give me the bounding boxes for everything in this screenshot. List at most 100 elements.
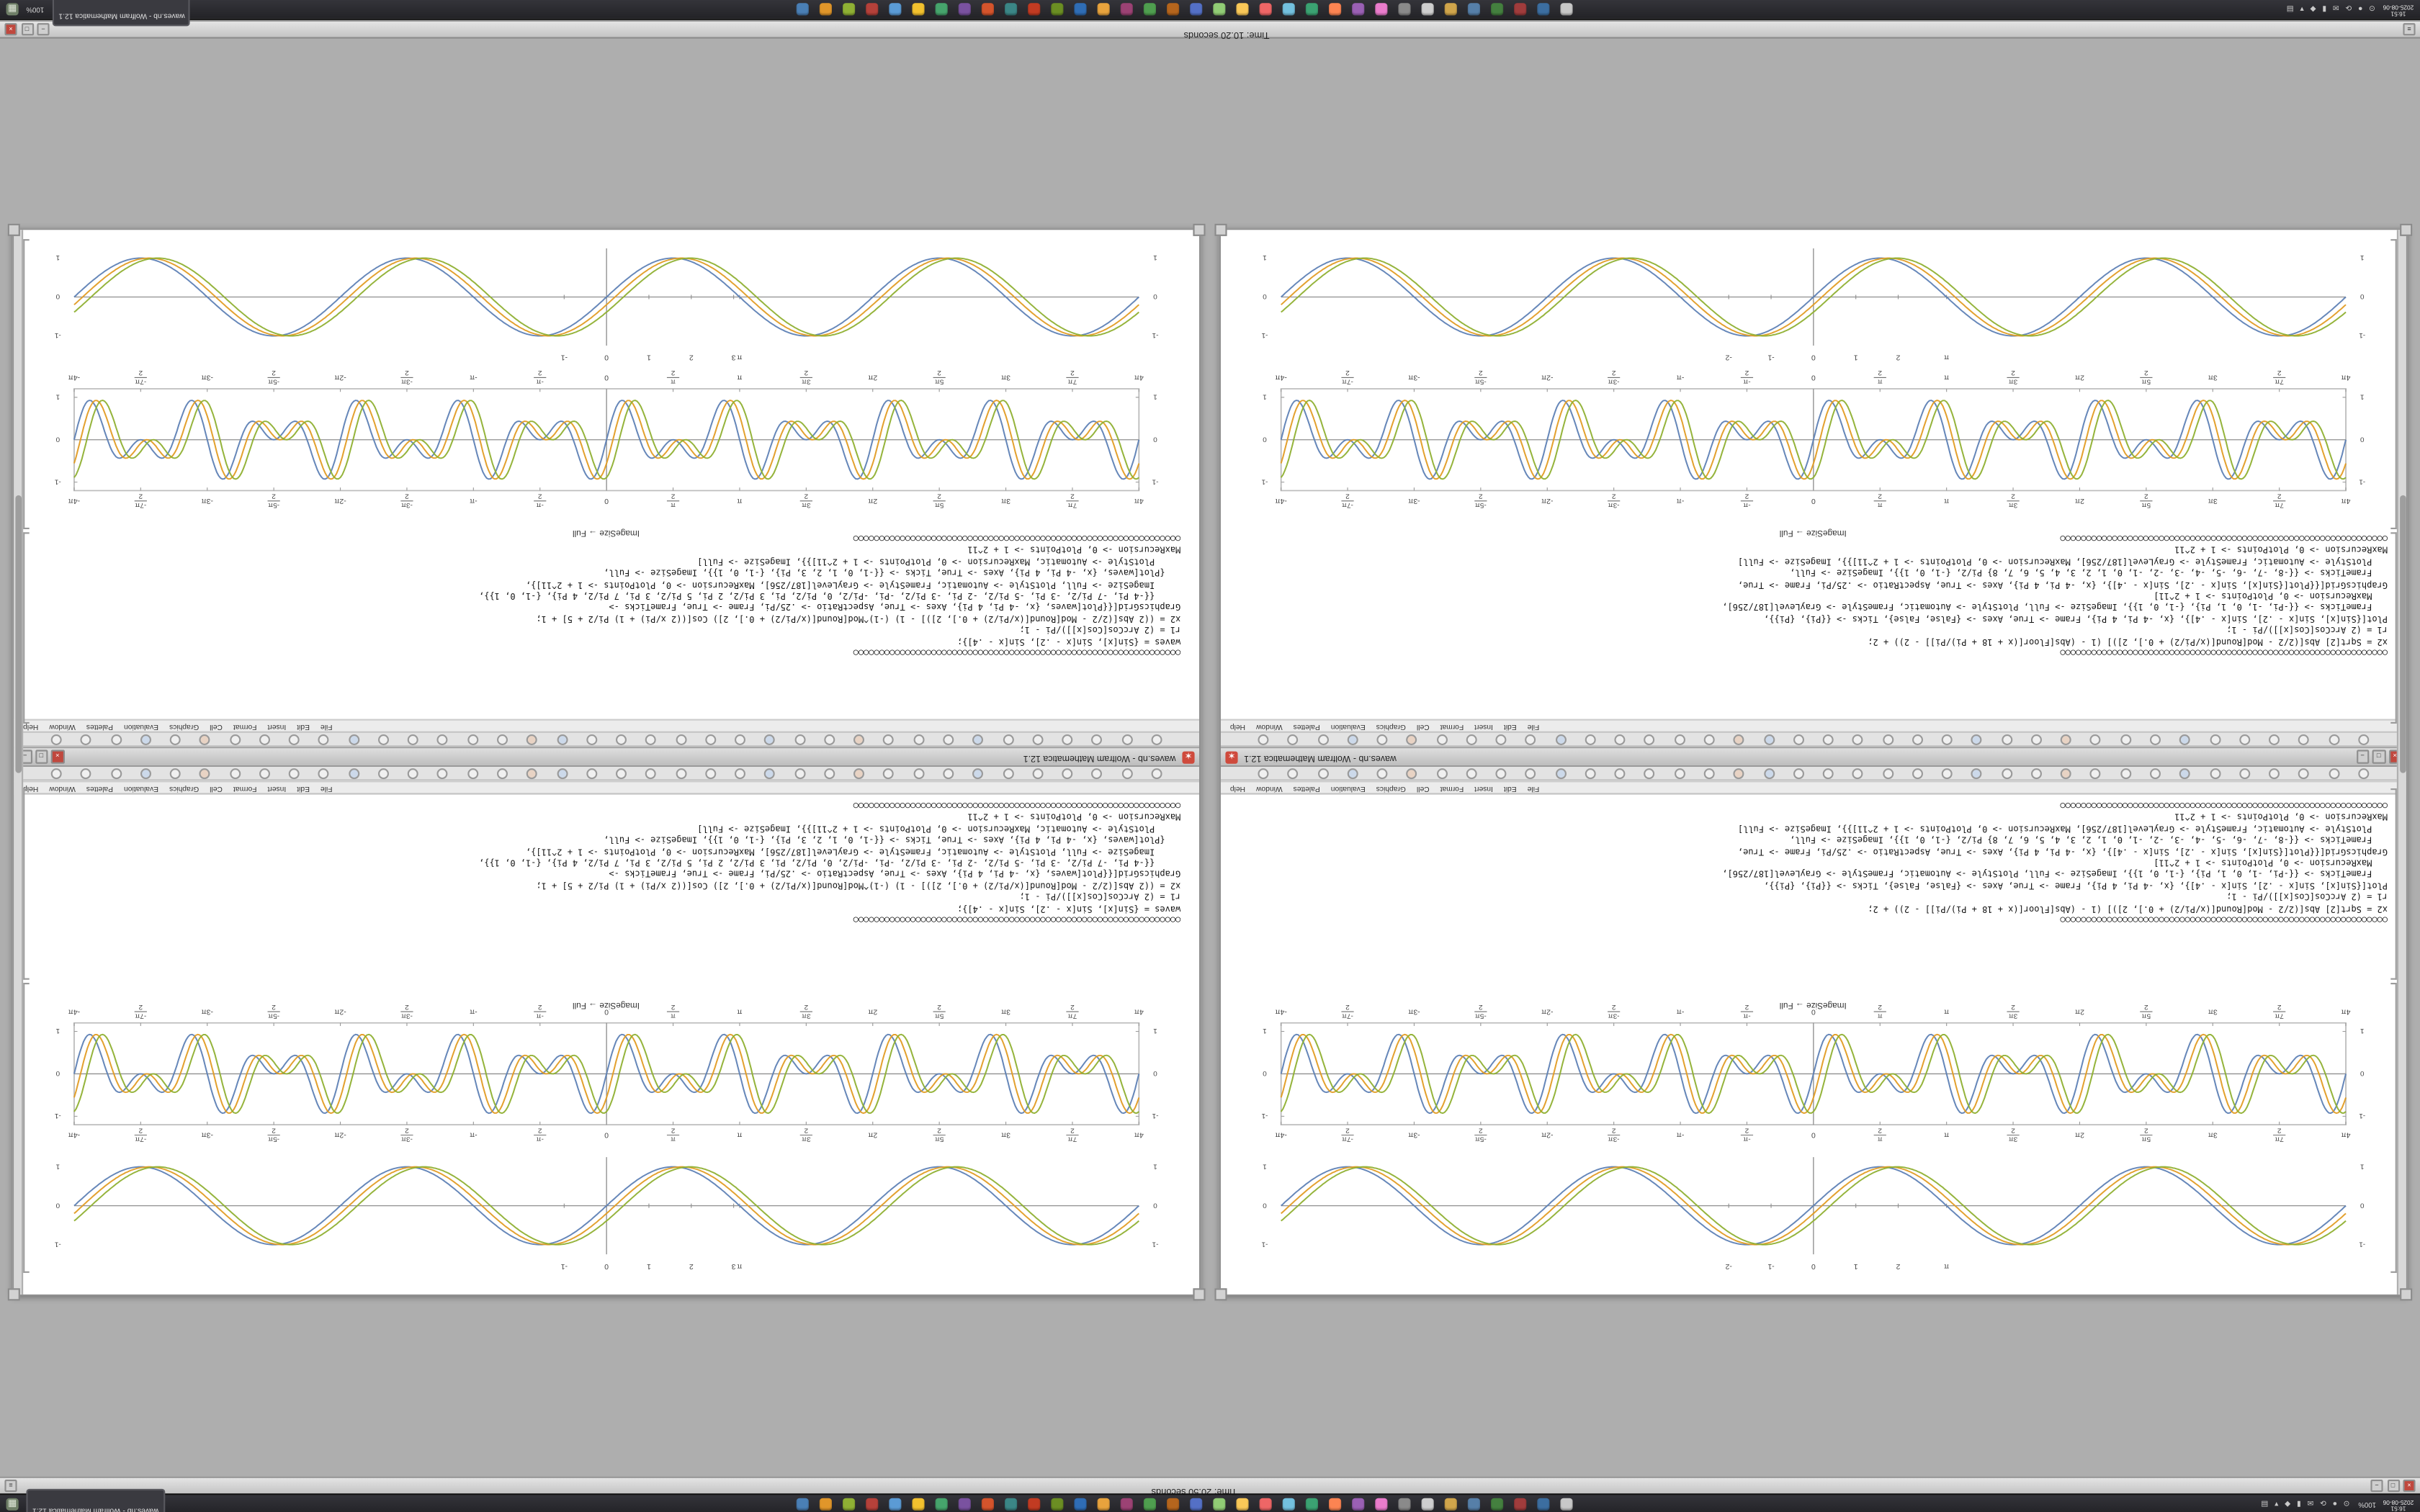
code-cell[interactable]: ○○○○○○○○○○○○○○○○○○○○○○○○○○○○○○○○○○○○○○○○…	[1240, 798, 2388, 983]
app-icon[interactable]	[843, 1498, 856, 1511]
toolbar-icon[interactable]	[1822, 768, 1834, 779]
menu-item-palettes[interactable]: Palettes	[1293, 783, 1320, 792]
close-icon[interactable]: ×	[2403, 1480, 2416, 1493]
toolbar-icon[interactable]	[1763, 733, 1775, 744]
toolbar-icon[interactable]	[972, 768, 984, 779]
toolbar-icon[interactable]	[169, 733, 181, 744]
toolbar-icon[interactable]	[645, 768, 657, 779]
app-icon[interactable]	[1305, 3, 1318, 16]
toolbar-icon[interactable]	[1822, 733, 1834, 744]
toolbar-icon[interactable]	[1376, 733, 1388, 744]
app-icon[interactable]	[958, 3, 971, 16]
toolbar-icon[interactable]	[1703, 768, 1715, 779]
app-icon[interactable]	[1028, 1498, 1041, 1511]
maximize-icon[interactable]: □	[35, 750, 48, 764]
toolbar-icon[interactable]	[288, 733, 300, 744]
minimize-icon[interactable]: −	[2356, 750, 2370, 764]
toolbar-icon[interactable]	[1585, 733, 1596, 744]
menu-item-edit[interactable]: Edit	[297, 721, 310, 730]
app-icon[interactable]	[1236, 3, 1249, 16]
toolbar-icon[interactable]	[2209, 733, 2220, 744]
resize-grip[interactable]	[1193, 1288, 1206, 1301]
menu-item-edit[interactable]: Edit	[1503, 783, 1517, 792]
toolbar-icon[interactable]	[943, 768, 954, 779]
toolbar-icon[interactable]	[735, 733, 746, 744]
resize-grip[interactable]	[7, 223, 20, 236]
launcher-icon[interactable]: ▦	[6, 3, 19, 16]
power-icon[interactable]: ⊙	[2369, 4, 2376, 14]
toolbar-icon[interactable]	[408, 733, 419, 744]
app-icon[interactable]	[981, 1498, 994, 1511]
app-icon[interactable]	[981, 3, 994, 16]
code-cell[interactable]: ○○○○○○○○○○○○○○○○○○○○○○○○○○○○○○○○○○○○○○○○…	[32, 798, 1180, 983]
maximize-icon[interactable]: □	[2386, 1480, 2400, 1493]
toolbar-icon[interactable]	[348, 733, 359, 744]
app-icon[interactable]	[1467, 1498, 1480, 1511]
code-cell[interactable]: ○○○○○○○○○○○○○○○○○○○○○○○○○○○○○○○○○○○○○○○○…	[32, 531, 1180, 716]
pager-icon[interactable]: ▤	[2286, 4, 2294, 14]
toolbar-icon[interactable]	[1555, 768, 1567, 779]
window-titlebar[interactable]: − □ × waves.nb - Wolfram Mathematica 12.1 ✶	[14, 747, 1199, 767]
toolbar-icon[interactable]	[1882, 733, 1894, 744]
pager-icon[interactable]: ▤	[2261, 1499, 2269, 1509]
maximize-icon[interactable]: □	[20, 23, 34, 36]
app-icon[interactable]	[1352, 3, 1365, 16]
toolbar-icon[interactable]	[140, 768, 151, 779]
toolbar-icon[interactable]	[586, 733, 597, 744]
toolbar-icon[interactable]	[377, 733, 389, 744]
plot-output-cell[interactable]: -2 -1 0 1 2 π 1 1 0 0 -1 -1	[1252, 239, 2375, 366]
toolbar-icon[interactable]	[794, 733, 805, 744]
app-icon[interactable]	[1560, 1498, 1573, 1511]
toolbar-icon[interactable]	[1495, 733, 1507, 744]
app-icon[interactable]	[1514, 1498, 1527, 1511]
toolbar-icon[interactable]	[2269, 768, 2280, 779]
toolbar-icon[interactable]	[675, 768, 686, 779]
toolbar-icon[interactable]	[140, 733, 151, 744]
minimize-icon[interactable]: −	[2370, 1480, 2383, 1493]
menu-item-window[interactable]: Window	[49, 783, 76, 792]
toolbar-icon[interactable]	[1971, 768, 1983, 779]
app-icon[interactable]	[1375, 3, 1388, 16]
toolbar-icon[interactable]	[1258, 768, 1269, 779]
app-icon[interactable]	[1097, 3, 1110, 16]
app-icon[interactable]	[1305, 1498, 1318, 1511]
app-icon[interactable]	[1005, 3, 1018, 16]
menu-item-palettes[interactable]: Palettes	[86, 783, 114, 792]
plot-output-cell[interactable]: -4π -4π -7π 2 -7π 2 -3π -3π -5π 2 -5π 2 -2π -2π -3π 2 -3…	[1252, 1003, 2375, 1145]
toolbar-icon[interactable]	[1793, 733, 1804, 744]
toolbar-icon[interactable]	[377, 768, 389, 779]
toolbar-icon[interactable]	[586, 768, 597, 779]
resize-grip[interactable]	[7, 1288, 20, 1301]
battery-icon[interactable]: ▮	[2322, 4, 2327, 14]
toolbar-icon[interactable]	[318, 733, 330, 744]
plot-output-cell[interactable]: -4π -4π -7π 2 -7π 2 -3π -3π -5π 2 -5π 2 -2π -2π -3π 2 -3…	[1252, 369, 2375, 510]
toolbar-icon[interactable]	[1525, 733, 1536, 744]
plot-output-cell[interactable]: -4π -4π -7π 2 -7π 2 -3π -3π -5π 2 -5π 2 -2π -2π -3π 2 -3…	[45, 369, 1168, 510]
maximize-icon[interactable]: □	[2372, 750, 2385, 764]
menu-item-palettes[interactable]: Palettes	[1293, 721, 1320, 730]
menu-item-format[interactable]: Format	[233, 721, 257, 730]
app-icon[interactable]	[866, 1498, 879, 1511]
toolbar-icon[interactable]	[2209, 768, 2220, 779]
menu-item-cell[interactable]: Cell	[1416, 783, 1430, 792]
toolbar-icon[interactable]	[853, 768, 865, 779]
cell-bracket[interactable]	[2390, 983, 2397, 1273]
toolbar-icon[interactable]	[2030, 768, 2042, 779]
toolbar-icon[interactable]	[1733, 768, 1744, 779]
app-icon[interactable]	[958, 1498, 971, 1511]
toolbar-icon[interactable]	[2061, 768, 2072, 779]
toolbar-icon[interactable]	[2238, 733, 2250, 744]
menu-item-file[interactable]: File	[320, 783, 333, 792]
menu-item-insert[interactable]: Insert	[1474, 721, 1493, 730]
resize-grip[interactable]	[1214, 1288, 1227, 1301]
app-icon[interactable]	[1467, 3, 1480, 16]
power-icon[interactable]: ⊙	[2343, 1499, 2350, 1509]
menu-item-cell[interactable]: Cell	[210, 721, 223, 730]
menu-item-edit[interactable]: Edit	[297, 783, 310, 792]
toolbar-icon[interactable]	[2298, 733, 2310, 744]
app-icon[interactable]	[1074, 3, 1087, 16]
toolbar-icon[interactable]	[526, 768, 538, 779]
toolbar-icon[interactable]	[1912, 733, 1923, 744]
cell-bracket[interactable]	[2390, 788, 2397, 980]
app-icon[interactable]	[1537, 3, 1550, 16]
